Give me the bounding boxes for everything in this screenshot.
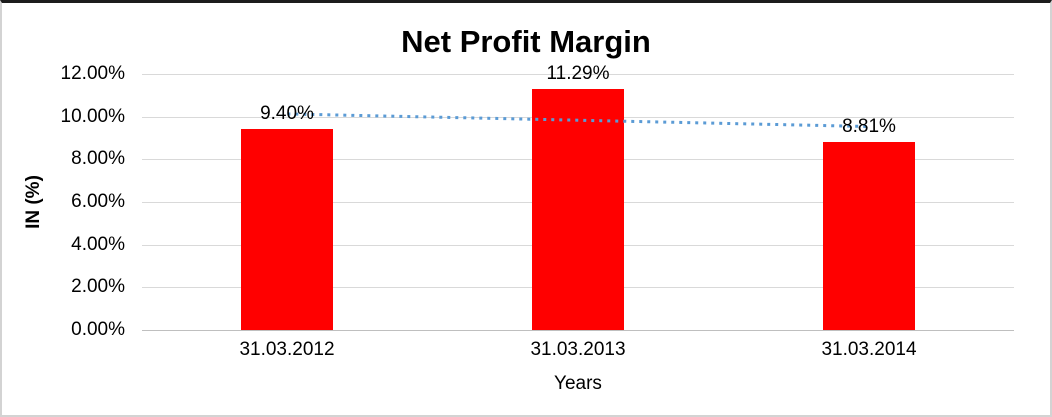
bar-31.03.2013 xyxy=(532,89,624,330)
bar-data-label: 11.29% xyxy=(546,63,610,84)
trendline xyxy=(287,112,869,129)
bar-data-label: 8.81% xyxy=(842,116,896,137)
y-tick-label: 4.00% xyxy=(71,234,125,255)
y-tick-label: 12.00% xyxy=(60,63,125,84)
plot-area xyxy=(142,74,1014,331)
y-tick-label: 0.00% xyxy=(71,319,125,340)
y-tick-label: 2.00% xyxy=(71,276,125,297)
bar-data-label: 9.40% xyxy=(260,103,314,124)
y-tick-label: 6.00% xyxy=(71,191,125,212)
x-axis-line xyxy=(142,330,1014,331)
x-tick-label: 31.03.2012 xyxy=(239,339,335,360)
chart-title: Net Profit Margin xyxy=(401,24,651,59)
y-tick-label: 8.00% xyxy=(71,148,125,169)
gridline xyxy=(142,74,1014,75)
x-tick-label: 31.03.2013 xyxy=(530,339,626,360)
bar-31.03.2012 xyxy=(241,129,333,330)
bar-31.03.2014 xyxy=(823,142,915,330)
x-tick-label: 31.03.2014 xyxy=(821,339,917,360)
x-axis-title: Years xyxy=(554,373,602,394)
y-tick-label: 10.00% xyxy=(60,106,125,127)
